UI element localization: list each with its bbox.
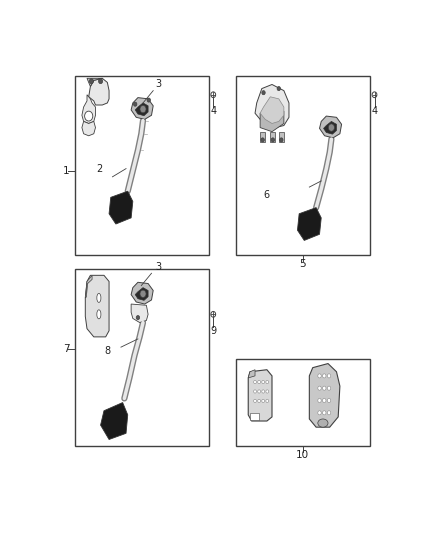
Polygon shape (85, 276, 92, 298)
Ellipse shape (318, 419, 328, 427)
Bar (75, 269, 209, 446)
Polygon shape (260, 97, 284, 124)
Circle shape (258, 399, 261, 402)
Bar (250, 413, 259, 420)
Circle shape (136, 316, 140, 320)
Circle shape (318, 411, 321, 415)
Polygon shape (87, 78, 102, 86)
Circle shape (266, 399, 268, 402)
Circle shape (322, 374, 326, 378)
Circle shape (254, 390, 256, 393)
Polygon shape (131, 304, 148, 322)
Text: 4: 4 (210, 106, 216, 116)
Polygon shape (88, 78, 109, 105)
Polygon shape (82, 95, 95, 124)
Text: 5: 5 (299, 259, 306, 269)
Circle shape (266, 381, 268, 384)
Polygon shape (260, 111, 284, 132)
Polygon shape (297, 207, 321, 240)
Text: 9: 9 (210, 326, 216, 336)
Polygon shape (109, 191, 133, 224)
Circle shape (89, 79, 93, 84)
Text: 3: 3 (155, 262, 161, 272)
Bar (237, 359, 371, 446)
Circle shape (271, 138, 275, 142)
Circle shape (266, 390, 268, 393)
Circle shape (279, 138, 283, 142)
Text: 6: 6 (264, 190, 270, 200)
Text: 8: 8 (104, 346, 110, 356)
Circle shape (140, 290, 146, 297)
Text: 10: 10 (296, 450, 309, 460)
Circle shape (258, 381, 261, 384)
Circle shape (322, 386, 326, 390)
Circle shape (99, 79, 102, 84)
Text: 2: 2 (96, 164, 102, 174)
Polygon shape (279, 132, 284, 142)
Circle shape (211, 311, 215, 317)
Polygon shape (82, 122, 95, 136)
Polygon shape (248, 370, 255, 378)
Circle shape (258, 390, 261, 393)
Circle shape (327, 386, 331, 390)
Circle shape (327, 374, 331, 378)
Polygon shape (260, 132, 265, 142)
Circle shape (134, 102, 137, 106)
Ellipse shape (97, 310, 101, 319)
Circle shape (147, 98, 151, 102)
Circle shape (277, 86, 280, 91)
Text: 4: 4 (371, 106, 378, 116)
Polygon shape (131, 98, 153, 119)
Text: 3: 3 (155, 79, 161, 88)
Polygon shape (248, 370, 272, 421)
Circle shape (211, 92, 215, 98)
Circle shape (322, 399, 326, 402)
Circle shape (140, 106, 146, 113)
Bar (75, 76, 209, 255)
Text: 7: 7 (63, 344, 69, 354)
Polygon shape (324, 122, 336, 134)
Polygon shape (131, 282, 153, 304)
Text: 1: 1 (63, 166, 69, 176)
Polygon shape (255, 84, 289, 127)
Circle shape (328, 124, 335, 131)
Ellipse shape (97, 293, 101, 302)
Bar (237, 76, 371, 255)
Circle shape (262, 91, 265, 95)
Circle shape (254, 399, 256, 402)
Polygon shape (101, 402, 128, 440)
Polygon shape (320, 116, 342, 138)
Circle shape (262, 399, 265, 402)
Circle shape (372, 92, 377, 98)
Circle shape (322, 411, 326, 415)
Polygon shape (135, 288, 148, 301)
Circle shape (318, 386, 321, 390)
Circle shape (318, 399, 321, 402)
Polygon shape (135, 103, 148, 116)
Circle shape (262, 390, 265, 393)
Circle shape (327, 411, 331, 415)
Circle shape (261, 138, 265, 142)
Polygon shape (85, 276, 109, 337)
Circle shape (262, 381, 265, 384)
Polygon shape (309, 364, 340, 427)
Polygon shape (270, 132, 276, 142)
Circle shape (85, 111, 93, 121)
Circle shape (327, 399, 331, 402)
Circle shape (318, 374, 321, 378)
Circle shape (254, 381, 256, 384)
